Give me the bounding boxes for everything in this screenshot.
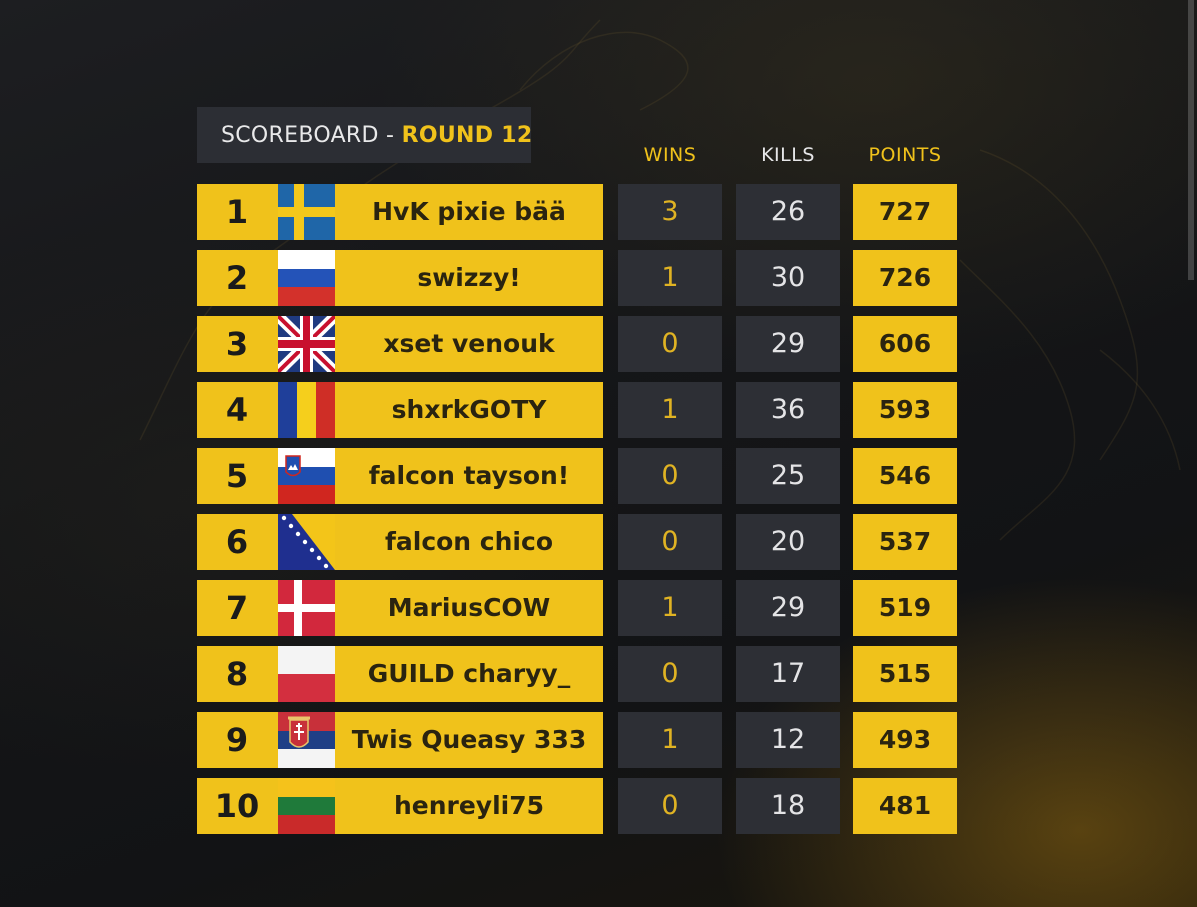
- romania-flag-icon: [278, 382, 335, 438]
- wins-value: 0: [618, 316, 722, 372]
- wins-value: 1: [618, 250, 722, 306]
- wins-value: 1: [618, 580, 722, 636]
- points-value: 515: [853, 646, 957, 702]
- player-name: GUILD charyy_: [367, 659, 571, 688]
- player-cell: 9 Twis Queasy 333: [197, 712, 603, 768]
- wins-value: 0: [618, 448, 722, 504]
- table-row: 8 GUILD charyy_ 0 17 515: [197, 646, 957, 702]
- column-header-wins: WINS: [643, 144, 697, 166]
- player-name: shxrkGOTY: [391, 395, 547, 424]
- bosnia-flag-icon: [278, 514, 335, 570]
- points-value: 727: [853, 184, 957, 240]
- kills-value: 29: [736, 316, 840, 372]
- russia-flag-icon: [278, 250, 335, 306]
- player-name: falcon chico: [385, 527, 553, 556]
- denmark-flag-icon: [278, 580, 335, 636]
- rank: 3: [225, 325, 249, 363]
- table-row: 9 Twis Queasy 333 1 12 493: [197, 712, 957, 768]
- player-cell: 4 shxrkGOTY: [197, 382, 603, 438]
- player-cell: 1 HvK pixie bää: [197, 184, 603, 240]
- rank: 8: [225, 655, 249, 693]
- table-row: 5 falcon tayson! 0 25 546: [197, 448, 957, 504]
- player-name: henreyli75: [393, 791, 545, 820]
- player-name: MariusCOW: [387, 593, 551, 622]
- table-row: 6 falcon chico 0 20 537: [197, 514, 957, 570]
- wins-value: 0: [618, 514, 722, 570]
- player-cell: 6 falcon chico: [197, 514, 603, 570]
- player-cell: 7 MariusCOW: [197, 580, 603, 636]
- kills-value: 26: [736, 184, 840, 240]
- kills-value: 36: [736, 382, 840, 438]
- scoreboard-title: SCOREBOARD - ROUND 12: [197, 107, 533, 163]
- kills-value: 30: [736, 250, 840, 306]
- player-name: xset venouk: [383, 329, 555, 358]
- rank: 1: [225, 193, 249, 231]
- title-prefix: SCOREBOARD -: [221, 122, 395, 148]
- player-cell: 8 GUILD charyy_: [197, 646, 603, 702]
- points-value: 493: [853, 712, 957, 768]
- table-row: 7 MariusCOW 1 29 519: [197, 580, 957, 636]
- rank: 2: [225, 259, 249, 297]
- player-cell: 3 xset venouk: [197, 316, 603, 372]
- wins-value: 1: [618, 382, 722, 438]
- table-row: 2 swizzy! 1 30 726: [197, 250, 957, 306]
- round-label: ROUND 12: [401, 122, 533, 148]
- kills-value: 12: [736, 712, 840, 768]
- column-header-kills: KILLS: [761, 144, 815, 166]
- player-cell: 2 swizzy!: [197, 250, 603, 306]
- player-name: Twis Queasy 333: [351, 725, 587, 754]
- points-value: 593: [853, 382, 957, 438]
- player-cell: 5 falcon tayson!: [197, 448, 603, 504]
- column-header-points: POINTS: [868, 144, 942, 166]
- wins-value: 3: [618, 184, 722, 240]
- rank: 5: [225, 457, 249, 495]
- kills-value: 18: [736, 778, 840, 834]
- points-value: 481: [853, 778, 957, 834]
- poland-flag-icon: [278, 646, 335, 702]
- table-row: 10 henreyli75 0 18 481: [197, 778, 957, 834]
- player-name: swizzy!: [417, 263, 521, 292]
- kills-value: 17: [736, 646, 840, 702]
- slovenia-flag-icon: [278, 448, 335, 504]
- points-value: 537: [853, 514, 957, 570]
- rank: 10: [214, 787, 260, 825]
- points-value: 606: [853, 316, 957, 372]
- table-row: 3 xset venouk 0 29 606: [197, 316, 957, 372]
- rank: 6: [225, 523, 249, 561]
- lithuania-flag-icon: [278, 778, 335, 834]
- player-name: HvK pixie bää: [372, 197, 566, 226]
- wins-value: 1: [618, 712, 722, 768]
- player-name: falcon tayson!: [368, 461, 570, 490]
- rank: 4: [225, 391, 249, 429]
- points-value: 546: [853, 448, 957, 504]
- player-cell: 10 henreyli75: [197, 778, 603, 834]
- points-value: 519: [853, 580, 957, 636]
- points-value: 726: [853, 250, 957, 306]
- sweden-flag-icon: [278, 184, 335, 240]
- kills-value: 29: [736, 580, 840, 636]
- wins-value: 0: [618, 778, 722, 834]
- rank: 7: [225, 589, 249, 627]
- serbia-flag-icon: [278, 712, 335, 768]
- kills-value: 25: [736, 448, 840, 504]
- rank: 9: [225, 721, 249, 759]
- kills-value: 20: [736, 514, 840, 570]
- uk-flag-icon: [278, 316, 335, 372]
- wins-value: 0: [618, 646, 722, 702]
- table-row: 1 HvK pixie bää 3 26 727: [197, 184, 957, 240]
- table-row: 4 shxrkGOTY 1 36 593: [197, 382, 957, 438]
